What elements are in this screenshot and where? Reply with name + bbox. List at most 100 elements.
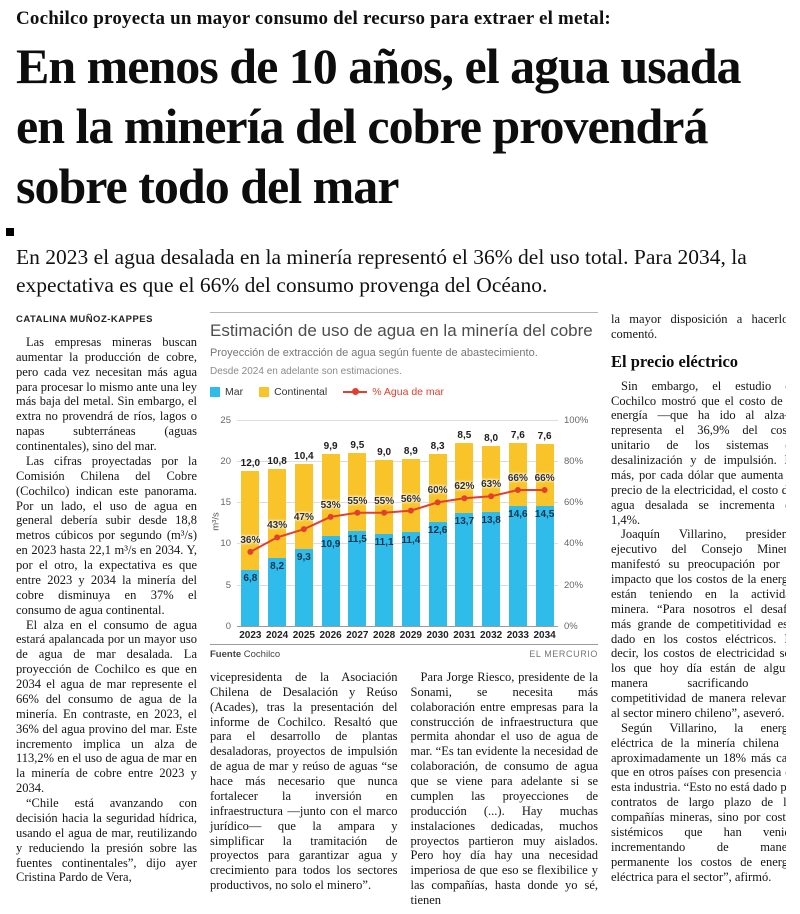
line-value-label: 47% [293,512,314,524]
y-axis-tick-label: 15 [220,497,231,509]
bar-continental-label: 9,9 [323,441,338,453]
bar-segment-mar [401,531,420,626]
paragraph: Las empresas mineras buscan aumentar la … [16,334,197,453]
bar-segment-mar [294,549,313,626]
line-value-label: 53% [320,499,341,511]
paragraph: la mayor disposición a hacerlo”, comentó… [611,311,786,341]
section-heading: El precio eléctrico [611,351,739,371]
x-axis-tick-label: 2030 [426,629,449,641]
bar-continental-label: 8,5 [457,429,472,441]
legend-line-sample [343,388,368,396]
column-right: la mayor disposición a hacerlo”, comentó… [611,312,786,914]
bar-continental-label: 9,5 [350,439,365,451]
bar-continental-label: 10,4 [294,450,314,462]
x-axis-tick-label: 2028 [373,629,396,641]
bar-continental-label: 9,0 [377,447,392,459]
line-value-label: 60% [427,485,448,497]
gridline [237,502,558,504]
bar-mar-label: 11,1 [374,537,394,549]
y2-axis-tick-label: 20% [564,579,584,591]
water-use-chart: Estimación de uso de agua en la minería … [210,311,598,660]
y-axis-tick-label: 5 [225,579,231,591]
gridline [237,461,558,463]
y2-axis-tick-label: 80% [564,456,584,468]
bar-segment-mar [348,531,367,626]
legend-swatch-mar [210,386,220,397]
paragraph: Sin embargo, el estudio de Cochilco most… [611,378,786,527]
gridline [237,419,558,421]
bar-mar-label: 14,5 [534,509,555,521]
paragraph: Las cifras proyectadas por la Comisión C… [16,453,197,617]
line-value-label: 56% [400,493,421,505]
bar-continental-label: 7,6 [537,430,552,442]
chart-source-label: Fuente [210,648,242,660]
bar-segment-continental [428,453,447,523]
sea-water-percentage-line [247,486,548,555]
bar-mar-label: 14,6 [508,508,528,520]
x-axis-tick-label: 2023 [239,629,262,641]
chart-top-rule [210,311,598,313]
bar-segment-continental [401,458,420,532]
bar-mar-label: 8,2 [270,561,285,573]
chart-footer: Fuente Cochilco EL MERCURIO [210,643,598,660]
bar-segment-continental [375,460,394,535]
legend-label-continental: Continental [274,385,328,398]
bar-segment-continental [455,442,474,513]
gridline [237,543,558,545]
bar-mar-label: 13,7 [454,515,475,527]
bar-continental-label: 10,8 [267,456,287,468]
bar-segment-mar [535,506,554,626]
chart-credit: EL MERCURIO [529,648,598,659]
bar-segment-mar [268,558,287,626]
bar-mar-label: 11,5 [347,534,367,546]
bar-continental-label: 8,0 [484,433,499,445]
y2-axis-tick-label: 0% [564,620,578,632]
bar-segment-mar [482,512,501,626]
y-axis-tick-label: 10 [220,538,231,550]
y-axis-tick-label: 0 [225,620,231,632]
legend-item-line: % Agua de mar [343,386,444,398]
bar-mar-label: 9,3 [296,552,311,564]
bar-segment-mar [428,522,447,626]
bar-mar-label: 12,6 [427,525,448,537]
x-axis-tick-label: 2025 [292,629,315,641]
bar-segment-mar [241,569,260,626]
line-value-label: 63% [481,479,502,491]
paragraph: vicepresidenta de la Asociación Chilena … [210,669,398,893]
bar-segment-mar [508,505,527,626]
line-value-label: 62% [454,481,475,493]
x-axis-tick-label: 2034 [533,629,556,641]
legend-item-mar: Mar [210,386,243,398]
chart-source: Fuente Cochilco [210,649,280,660]
y-axis-tick-label: 25 [220,414,231,426]
column-middle-right: Para Jorge Riesco, presidente de la Sona… [411,670,599,908]
paragraph: El alza en el consumo de agua estará apa… [16,617,197,796]
line-value-label: 36% [240,534,261,546]
article-body: CATALINA MUÑOZ-KAPPES Las empresas miner… [16,311,786,914]
line-value-label: 66% [507,472,528,484]
bar-mar-label: 10,9 [320,539,341,551]
chart-plot-area: 0 0% 5 20% 10 40% 15 60% 20 80% 25 100% m³/s 12,0 6,8 2… [210,404,598,642]
byline: CATALINA MUÑOZ-KAPPES [16,313,153,325]
x-axis-tick-label: 2029 [399,629,422,641]
y2-axis-tick-label: 100% [564,414,589,426]
y2-axis-tick-label: 60% [564,497,584,509]
deck: En 2023 el agua desalada en la minería r… [16,245,747,297]
bar-mar-label: 13,8 [481,515,501,527]
paragraph: Para Jorge Riesco, presidente de la Sona… [410,669,599,907]
bar-mar-label: 11,4 [401,534,421,546]
line-value-label: 66% [534,472,555,484]
x-axis-tick-label: 2032 [480,629,503,641]
legend-item-continental: Continental [259,386,327,398]
kicker: Cochilco proyecta un mayor consumo del r… [16,8,611,29]
bar-mar-label: 6,8 [243,572,258,584]
chart-legend: Mar Continental % Agua de mar [210,386,598,398]
bar-segment-mar [455,512,474,626]
x-axis-tick-label: 2027 [346,629,369,641]
line-value-label: 43% [267,520,288,532]
x-axis-tick-label: 2026 [319,629,342,641]
middle-text-columns: vicepresidenta de la Asociación Chilena … [210,670,598,908]
paragraph: Joaquín Villarino, presidente ejecutivo … [611,527,786,720]
column-middle: Estimación de uso de agua en la minería … [210,311,598,914]
x-axis-line [237,625,558,627]
